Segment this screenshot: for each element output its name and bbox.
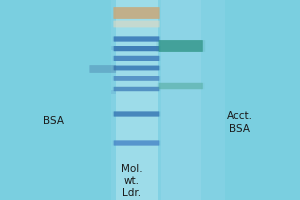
FancyBboxPatch shape — [114, 56, 159, 61]
FancyBboxPatch shape — [112, 66, 160, 70]
FancyBboxPatch shape — [112, 76, 160, 81]
FancyBboxPatch shape — [157, 83, 205, 89]
FancyBboxPatch shape — [114, 111, 159, 117]
FancyBboxPatch shape — [114, 46, 159, 51]
FancyBboxPatch shape — [113, 21, 160, 27]
FancyBboxPatch shape — [114, 76, 159, 81]
FancyBboxPatch shape — [114, 66, 159, 70]
Bar — [111, 0, 225, 200]
FancyBboxPatch shape — [112, 56, 160, 61]
FancyBboxPatch shape — [114, 87, 159, 91]
Text: BSA: BSA — [230, 124, 250, 134]
Bar — [111, 90, 116, 94]
FancyBboxPatch shape — [114, 36, 159, 42]
Text: wt.: wt. — [124, 176, 140, 186]
Bar — [111, 46, 116, 50]
FancyBboxPatch shape — [112, 140, 160, 146]
FancyBboxPatch shape — [159, 83, 203, 89]
FancyBboxPatch shape — [112, 36, 160, 42]
FancyBboxPatch shape — [113, 7, 160, 19]
Text: BSA: BSA — [44, 116, 64, 126]
FancyBboxPatch shape — [112, 87, 160, 91]
Text: Acct.: Acct. — [227, 111, 253, 121]
FancyBboxPatch shape — [112, 111, 160, 117]
Bar — [160, 0, 201, 200]
Bar — [116, 0, 158, 200]
FancyBboxPatch shape — [89, 65, 116, 73]
FancyBboxPatch shape — [156, 40, 205, 52]
FancyBboxPatch shape — [114, 140, 159, 146]
Text: Mol.: Mol. — [121, 164, 143, 174]
Text: Ldr.: Ldr. — [122, 188, 142, 198]
FancyBboxPatch shape — [112, 46, 160, 51]
FancyBboxPatch shape — [159, 40, 203, 52]
